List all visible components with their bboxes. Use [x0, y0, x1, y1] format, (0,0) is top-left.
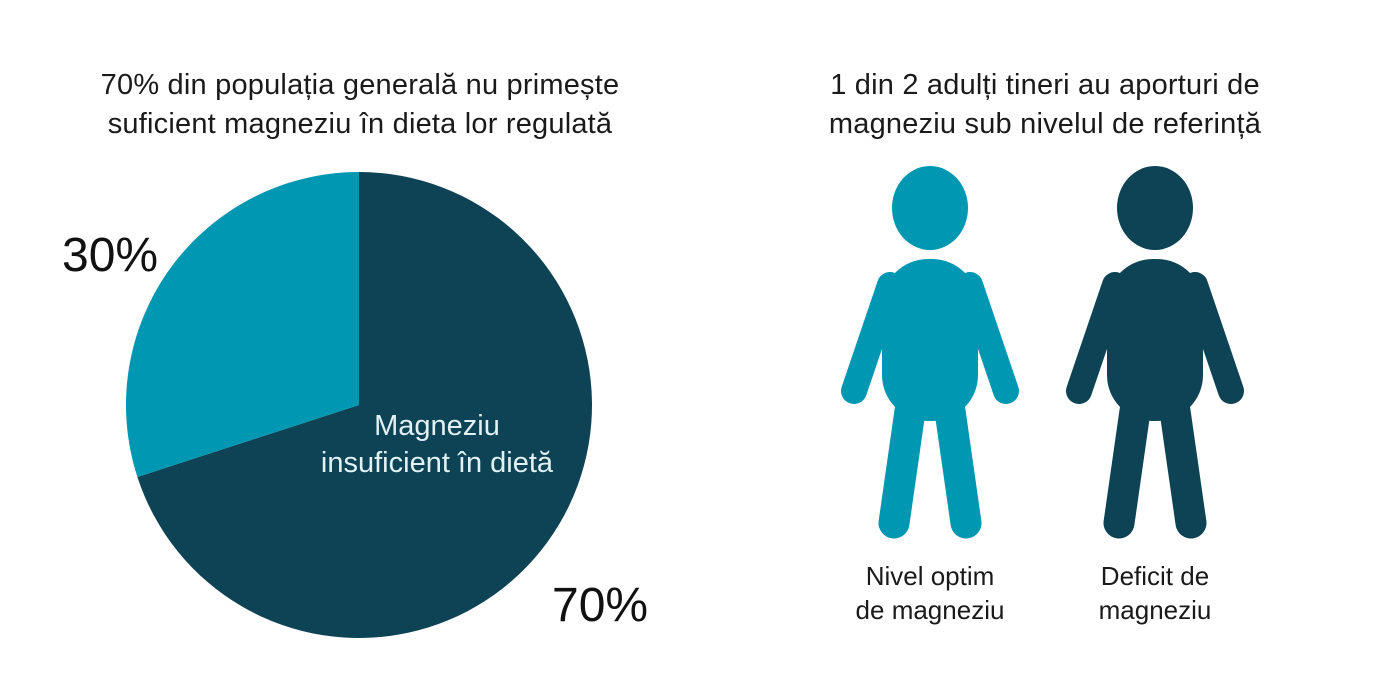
- person-arm-right: [1182, 272, 1244, 404]
- figure-label-deficit-line2: magneziu: [1098, 595, 1212, 625]
- pie-chart-title-line2: suficient magneziu în dieta lor regulată: [107, 108, 613, 140]
- pie-slice-inner-label-line1: Magneziu: [374, 410, 500, 442]
- figure-optimal: Nivel optim de magneziu: [830, 163, 1030, 627]
- figure-deficit: Deficit de magneziu: [1055, 163, 1255, 627]
- person-leg-right: [1159, 395, 1207, 539]
- person-arm-left: [841, 272, 903, 404]
- person-arm-left: [1066, 272, 1128, 404]
- pie-chart-title-line1: 70% din populația generală nu primește: [100, 69, 620, 101]
- figure-label-optimal-line2: de magneziu: [855, 595, 1005, 625]
- pie-slice-inner-label: Magneziu insuficient în dietă: [297, 408, 577, 482]
- person-head: [892, 166, 968, 250]
- pictogram-title: 1 din 2 adulți tineri au aporturi de mag…: [755, 66, 1335, 144]
- person-icon-optimal: [841, 166, 1019, 539]
- person-torso: [1107, 259, 1203, 421]
- percent-label-70: 70%: [552, 579, 649, 632]
- person-arm-right: [957, 272, 1019, 404]
- person-head: [1117, 166, 1193, 250]
- person-torso: [882, 259, 978, 421]
- pie-slice-inner-label-line2: insuficient în dietă: [320, 447, 554, 479]
- person-icon-deficit: [1066, 166, 1244, 539]
- pie-chart-svg: [126, 172, 592, 638]
- figure-label-deficit-line1: Deficit de: [1100, 561, 1210, 591]
- pie-chart-title: 70% din populația generală nu primește s…: [40, 66, 680, 144]
- figure-label-optimal-line1: Nivel optim: [865, 561, 995, 591]
- pie-slice-70: [137, 172, 592, 638]
- pictogram-title-line2: magneziu sub nivelul de referință: [828, 108, 1262, 140]
- figure-label-optimal: Nivel optim de magneziu: [830, 559, 1030, 627]
- figure-label-deficit: Deficit de magneziu: [1055, 559, 1255, 627]
- person-leg-right: [934, 395, 982, 539]
- person-leg-left: [1103, 395, 1151, 539]
- pie-slice-30: [126, 172, 359, 478]
- pictogram-title-line1: 1 din 2 adulți tineri au aporturi de: [830, 69, 1260, 101]
- percent-label-30: 30%: [62, 229, 159, 282]
- person-leg-left: [878, 395, 926, 539]
